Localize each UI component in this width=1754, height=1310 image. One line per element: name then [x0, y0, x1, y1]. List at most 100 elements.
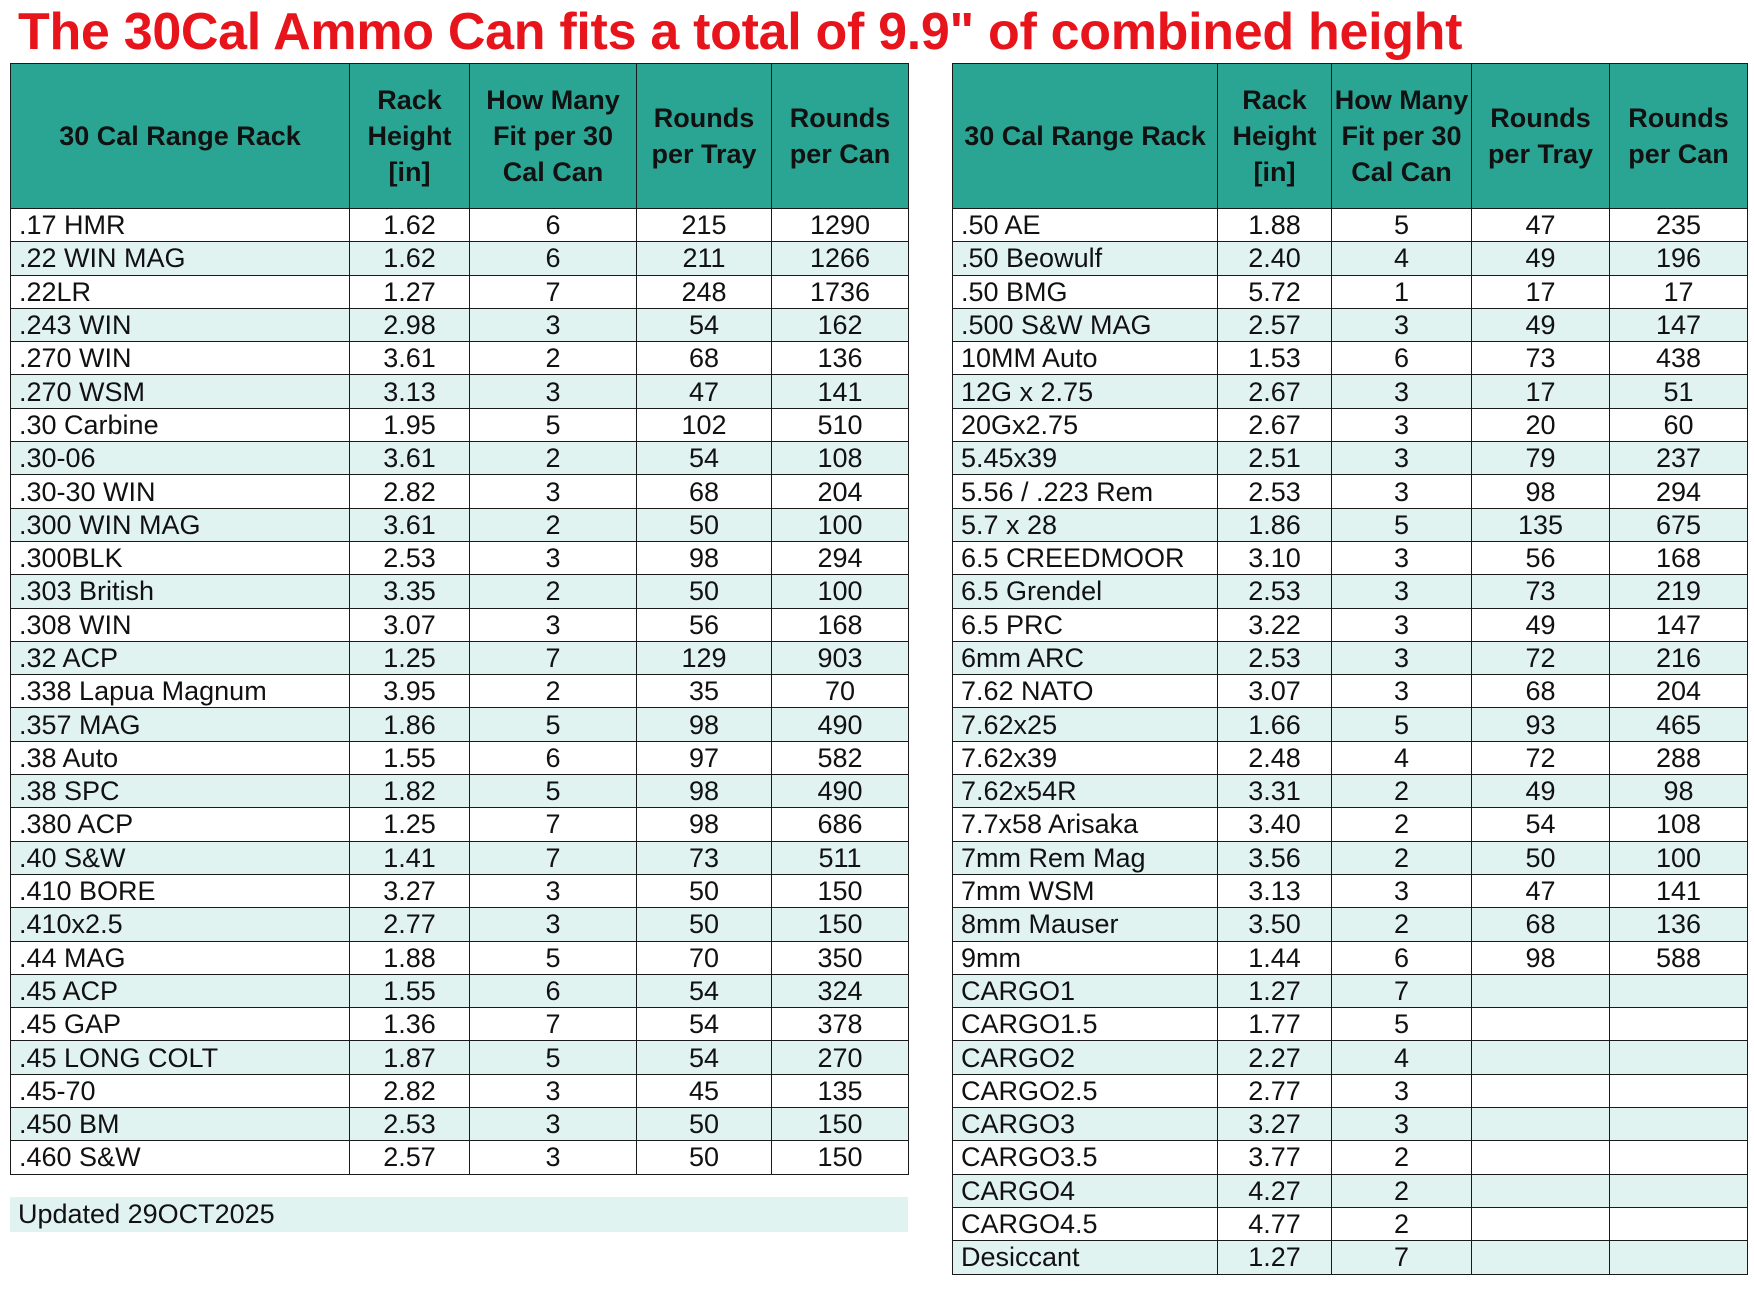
table-row: .243 WIN 2.98 3 54 162 [10, 307, 909, 343]
cell-caliber: 7.62x39 [952, 740, 1218, 776]
cell-caliber: .270 WIN [10, 341, 350, 376]
cell-rack-height: 3.22 [1217, 607, 1332, 642]
table-row: 6.5 CREEDMOOR 3.10 3 56 168 [952, 540, 1748, 576]
cell-caliber: .500 S&W MAG [952, 307, 1218, 343]
cell-fit-per-can: 3 [469, 474, 637, 509]
cell-rounds-per-tray: 98 [1471, 474, 1610, 509]
cell-rounds-per-tray: 17 [1471, 374, 1610, 409]
cell-rack-height: 3.27 [1217, 1107, 1332, 1142]
cell-rack-height: 1.41 [349, 840, 470, 875]
cell-rounds-per-can [1609, 1107, 1748, 1142]
table-row: 6mm ARC 2.53 3 72 216 [952, 640, 1748, 676]
cell-rack-height: 1.55 [349, 973, 470, 1009]
cell-fit-per-can: 3 [469, 907, 637, 942]
table-row: .22LR 1.27 7 248 1736 [10, 274, 909, 309]
cell-rounds-per-can: 108 [771, 441, 909, 476]
cell-rounds-per-can [1609, 1173, 1748, 1208]
table-row: CARGO2.5 2.77 3 [952, 1073, 1748, 1109]
cell-rounds-per-tray [1471, 973, 1610, 1009]
header-caliber: 30 Cal Range Rack [10, 63, 350, 209]
table-row: 7mm WSM 3.13 3 47 141 [952, 873, 1748, 909]
table-row: .500 S&W MAG 2.57 3 49 147 [952, 307, 1748, 343]
cell-rounds-per-can: 100 [771, 574, 909, 609]
cell-rounds-per-tray: 50 [636, 507, 772, 542]
cell-rounds-per-tray: 45 [636, 1073, 772, 1109]
cell-caliber: 10MM Auto [952, 341, 1218, 376]
table-row: CARGO4 4.27 2 [952, 1173, 1748, 1208]
cell-caliber: .22 WIN MAG [10, 241, 350, 276]
updated-note: Updated 29OCT2025 [10, 1197, 908, 1232]
cell-caliber: .45 ACP [10, 973, 350, 1009]
cell-rounds-per-can: 490 [771, 774, 909, 809]
cell-rounds-per-tray: 49 [1471, 607, 1610, 642]
cell-rounds-per-can: 294 [1609, 474, 1748, 509]
cell-caliber: .338 Lapua Magnum [10, 674, 350, 709]
cell-rounds-per-tray: 56 [636, 607, 772, 642]
cell-caliber: .38 Auto [10, 740, 350, 776]
cell-rack-height: 2.67 [1217, 407, 1332, 443]
cell-rounds-per-can: 235 [1609, 207, 1748, 243]
cell-rounds-per-tray: 98 [636, 707, 772, 742]
cell-rounds-per-can: 168 [771, 607, 909, 642]
table-row: 20Gx2.75 2.67 3 20 60 [952, 407, 1748, 443]
left-table-body: .17 HMR 1.62 6 215 1290.22 WIN MAG 1.62 6 211 12… [10, 207, 909, 1175]
table-row: 5.45x39 2.51 3 79 237 [952, 441, 1748, 476]
cell-caliber: CARGO3 [952, 1107, 1218, 1142]
cell-caliber: .243 WIN [10, 307, 350, 343]
table-row: .460 S&W 2.57 3 50 150 [10, 1140, 909, 1175]
cell-rack-height: 2.53 [1217, 474, 1332, 509]
cell-rounds-per-tray: 68 [636, 341, 772, 376]
cell-caliber: .50 BMG [952, 274, 1218, 309]
cell-rounds-per-tray: 50 [636, 574, 772, 609]
cell-caliber: .45 LONG COLT [10, 1040, 350, 1075]
cell-caliber: 7mm Rem Mag [952, 840, 1218, 875]
cell-fit-per-can: 6 [469, 241, 637, 276]
cell-rounds-per-tray [1471, 1240, 1610, 1275]
cell-rounds-per-can: 511 [771, 840, 909, 875]
cell-rounds-per-can: 141 [771, 374, 909, 409]
cell-caliber: .357 MAG [10, 707, 350, 742]
cell-rounds-per-can: 675 [1609, 507, 1748, 542]
cell-rounds-per-tray: 73 [1471, 574, 1610, 609]
cell-caliber: .40 S&W [10, 840, 350, 875]
cell-fit-per-can: 7 [469, 274, 637, 309]
cell-rack-height: 4.27 [1217, 1173, 1332, 1208]
cell-rounds-per-tray: 50 [636, 1140, 772, 1175]
cell-rounds-per-tray [1471, 1173, 1610, 1208]
cell-rack-height: 1.82 [349, 774, 470, 809]
cell-fit-per-can: 2 [1331, 807, 1472, 842]
header-rack-height: Rack Height [in] [349, 63, 470, 209]
cell-rack-height: 3.61 [349, 507, 470, 542]
cell-rounds-per-can: 70 [771, 674, 909, 709]
table-row: .270 WIN 3.61 2 68 136 [10, 341, 909, 376]
cell-rack-height: 1.86 [1217, 507, 1332, 542]
cell-rack-height: 3.77 [1217, 1140, 1332, 1175]
cell-rounds-per-can: 100 [1609, 840, 1748, 875]
cell-fit-per-can: 4 [1331, 1040, 1472, 1075]
table-row: .410 BORE 3.27 3 50 150 [10, 873, 909, 909]
cell-fit-per-can: 3 [1331, 873, 1472, 909]
cell-caliber: .32 ACP [10, 640, 350, 676]
cell-rounds-per-tray: 79 [1471, 441, 1610, 476]
cell-caliber: .410x2.5 [10, 907, 350, 942]
table-row: .45 LONG COLT 1.87 5 54 270 [10, 1040, 909, 1075]
right-table-body: .50 AE 1.88 5 47 235.50 Beowulf 2.40 4 49 196.50… [952, 207, 1748, 1275]
cell-rounds-per-can: 378 [771, 1007, 909, 1042]
cell-rounds-per-can: 438 [1609, 341, 1748, 376]
cell-caliber: .308 WIN [10, 607, 350, 642]
cell-fit-per-can: 3 [469, 540, 637, 576]
cell-rounds-per-can: 141 [1609, 873, 1748, 909]
cell-fit-per-can: 6 [1331, 940, 1472, 975]
cell-fit-per-can: 5 [1331, 707, 1472, 742]
cell-rounds-per-can: 1266 [771, 241, 909, 276]
cell-rounds-per-can: 465 [1609, 707, 1748, 742]
cell-rounds-per-can: 490 [771, 707, 909, 742]
cell-rack-height: 2.53 [349, 540, 470, 576]
header-rounds-per-can: Rounds per Can [771, 63, 909, 209]
cell-fit-per-can: 2 [1331, 1140, 1472, 1175]
cell-caliber: CARGO2 [952, 1040, 1218, 1075]
cell-rounds-per-tray: 72 [1471, 640, 1610, 676]
cell-rounds-per-tray: 50 [636, 1107, 772, 1142]
cell-rounds-per-can: 168 [1609, 540, 1748, 576]
cell-rounds-per-can: 150 [771, 1107, 909, 1142]
